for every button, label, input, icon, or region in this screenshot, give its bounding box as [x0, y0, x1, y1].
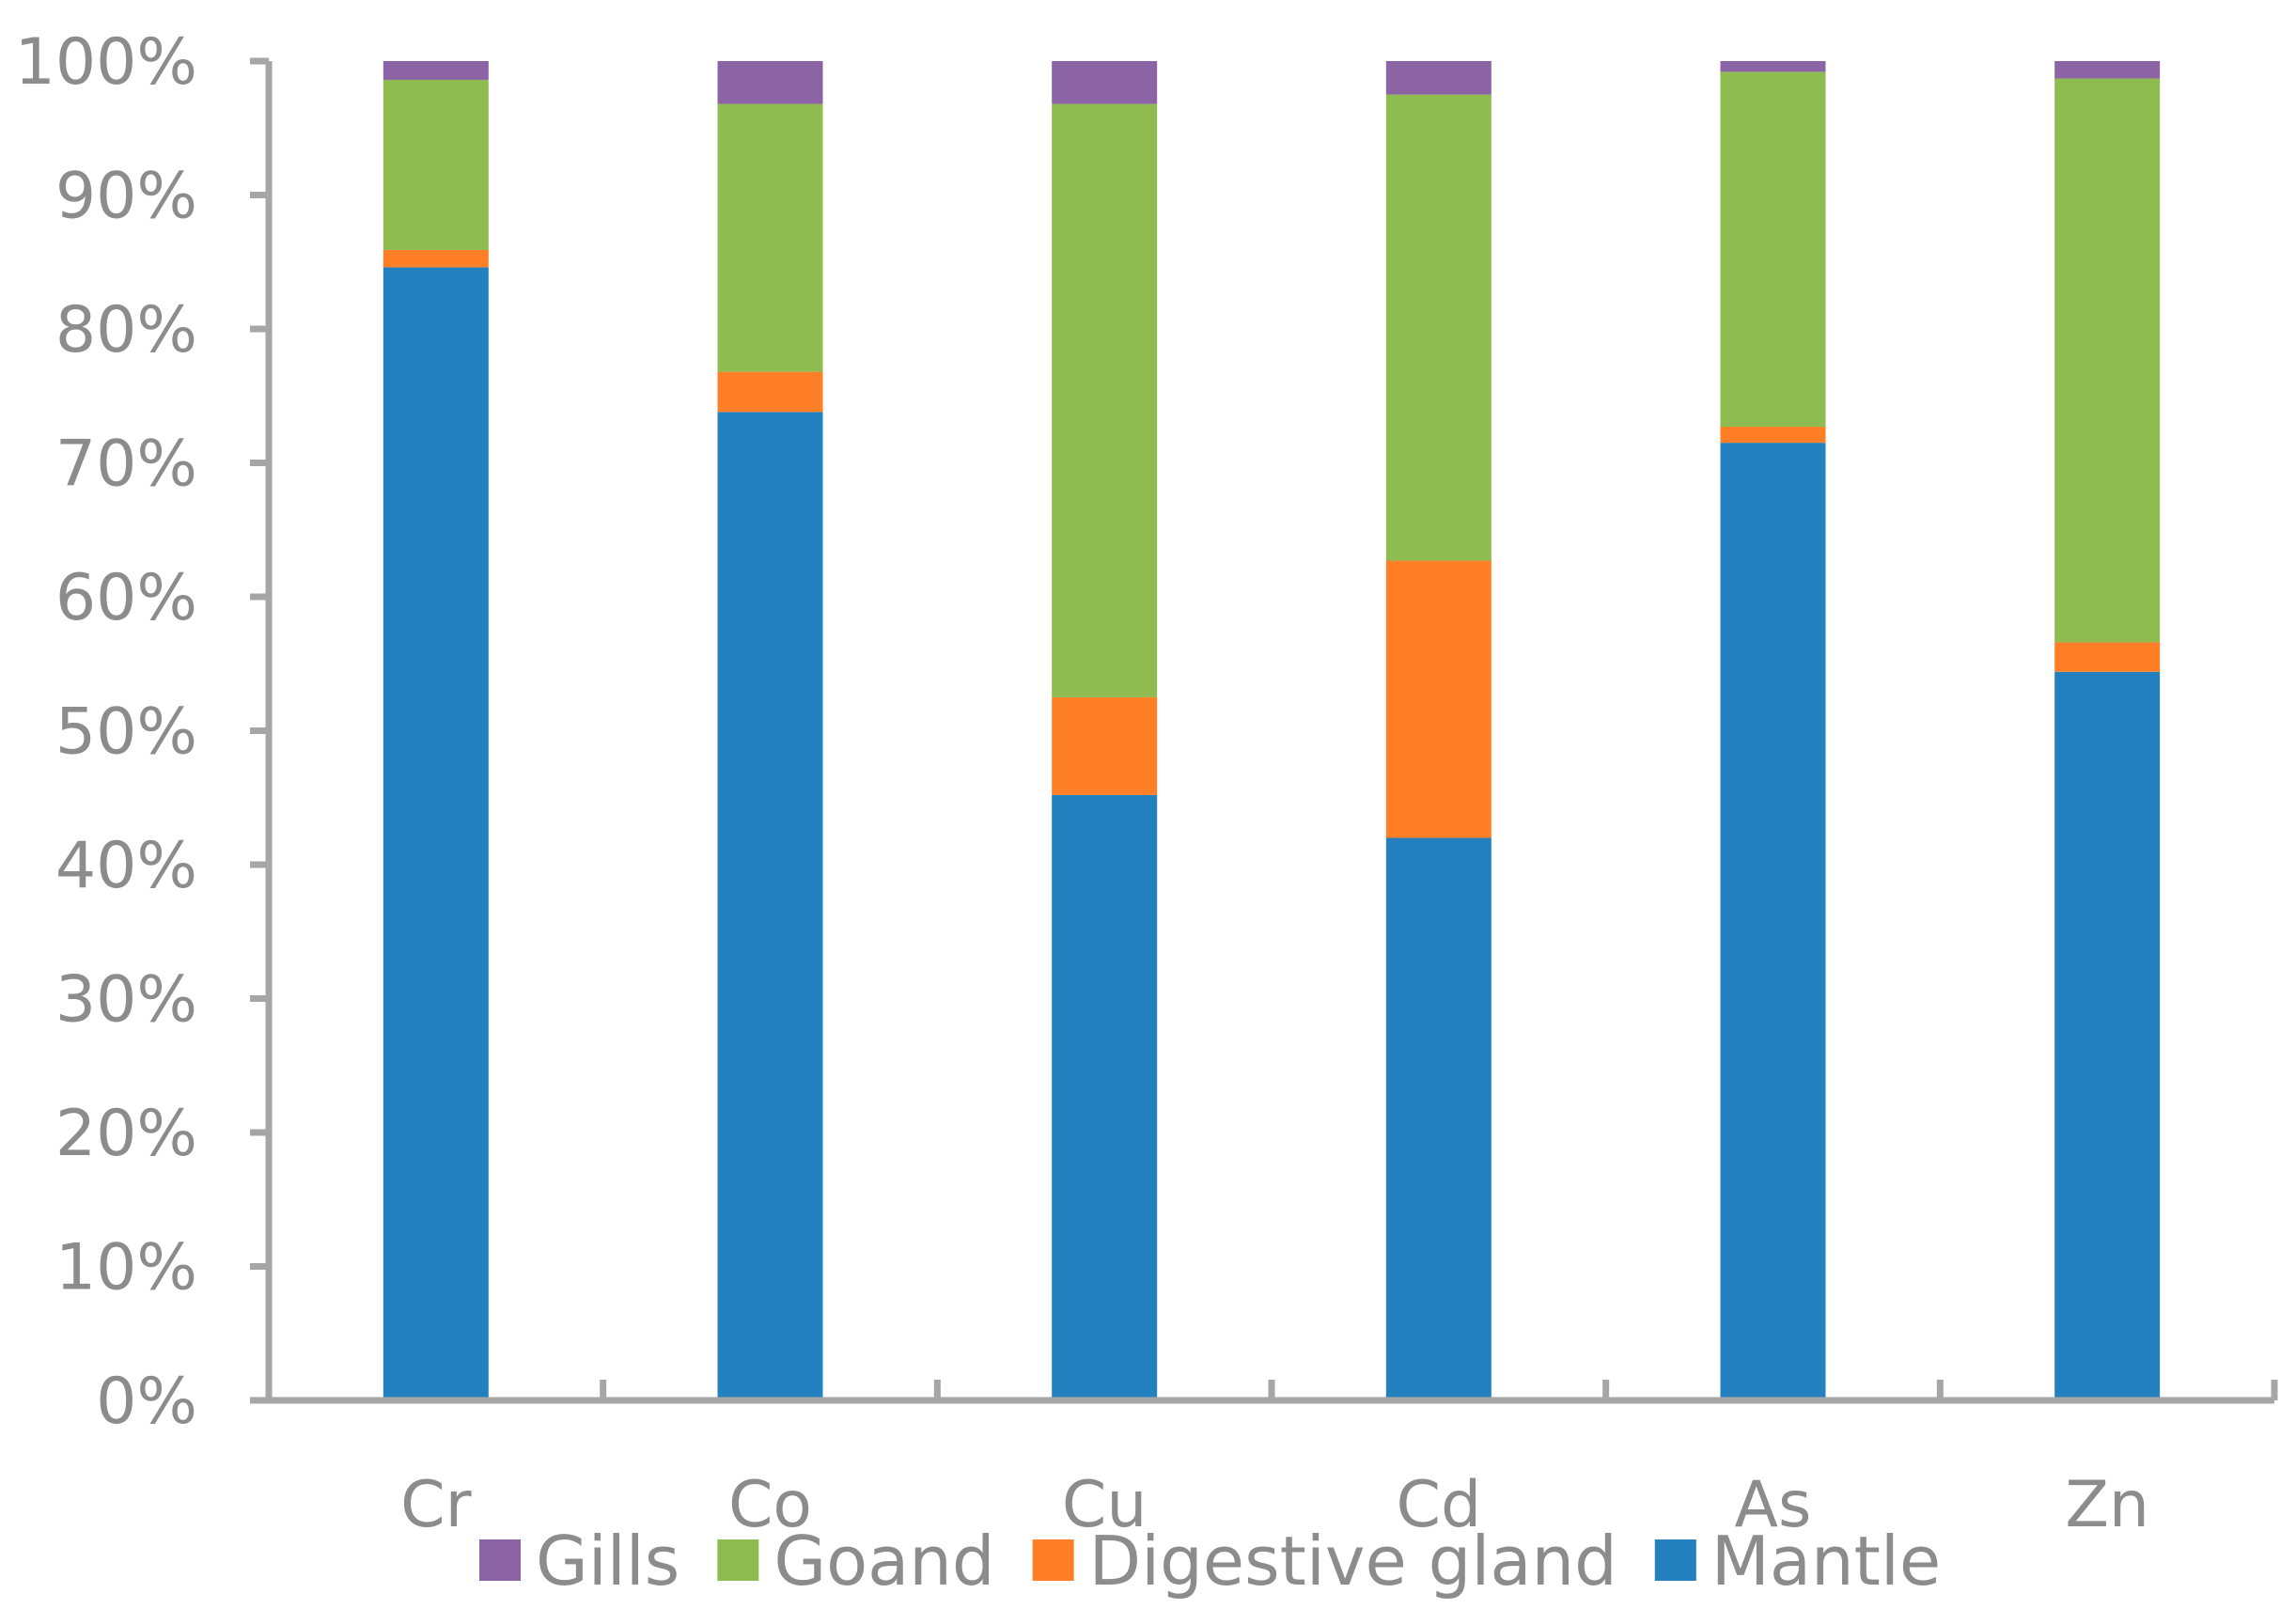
bar-goand-zn — [2054, 78, 2161, 643]
axes — [265, 61, 2278, 1404]
legend-label-goand: Goand — [773, 1522, 994, 1601]
y-tick-label: 50% — [55, 695, 197, 770]
bar-gills-cd — [1385, 61, 1492, 95]
bar-digestive-gland-cu — [1052, 696, 1158, 795]
bar-goand-co — [717, 103, 823, 372]
bar-goand-as — [1720, 71, 1826, 428]
y-tick-label: 60% — [55, 561, 197, 635]
bar-digestive-gland-zn — [2054, 642, 2161, 672]
y-tick-label: 10% — [55, 1231, 197, 1305]
x-axis: Cr Co Cu Cd As Zn — [400, 1468, 2149, 1542]
bar-goand-cu — [1052, 103, 1158, 697]
y-tick-label: 100% — [15, 25, 197, 100]
legend-swatch-digestive-gland — [1032, 1539, 1074, 1581]
legend-swatch-goand — [717, 1539, 759, 1581]
bar-mantle-cd — [1385, 837, 1492, 1400]
bar-gills-cr — [383, 61, 489, 80]
x-tick-label: Zn — [2065, 1468, 2149, 1542]
y-tick-label: 30% — [55, 963, 197, 1038]
x-tick-label: Cr — [400, 1468, 471, 1542]
bar-gills-co — [717, 61, 823, 104]
y-tick-label: 80% — [55, 293, 197, 367]
y-tick-label: 0% — [96, 1365, 197, 1439]
bar-mantle-co — [717, 412, 823, 1401]
bars — [383, 61, 2161, 1401]
bar-digestive-gland-co — [717, 371, 823, 413]
y-axis: 0% 10% 20% 30% 40% 50% 60% 70% 80% 90% 100% — [15, 25, 269, 1439]
bar-digestive-gland-cr — [383, 249, 489, 268]
y-tick-label: 20% — [55, 1097, 197, 1171]
bar-mantle-zn — [2054, 671, 2161, 1400]
bar-digestive-gland-as — [1720, 427, 1826, 444]
legend-swatch-mantle — [1654, 1539, 1696, 1581]
bar-goand-cd — [1385, 94, 1492, 561]
bar-mantle-cu — [1052, 794, 1158, 1400]
x-tick-label: As — [1735, 1468, 1812, 1542]
legend-label-digestive-gland: Digestive gland — [1089, 1522, 1617, 1601]
y-tick-label: 40% — [55, 829, 197, 903]
bar-digestive-gland-cd — [1385, 560, 1492, 838]
bar-gills-cu — [1052, 61, 1158, 104]
legend-label-mantle: Mantle — [1711, 1522, 1941, 1601]
x-tick-label: Cd — [1397, 1468, 1482, 1542]
legend: Gills Goand Digestive gland Mantle — [479, 1522, 1941, 1601]
bar-mantle-as — [1720, 443, 1826, 1400]
bar-gills-zn — [2054, 61, 2161, 79]
legend-label-gills: Gills — [536, 1522, 679, 1601]
x-tick-label: Cu — [1062, 1468, 1148, 1542]
bar-gills-as — [1720, 61, 1826, 72]
x-tick-label: Co — [728, 1468, 812, 1542]
y-tick-label: 70% — [55, 428, 197, 502]
bar-goand-cr — [383, 79, 489, 250]
bar-mantle-cr — [383, 267, 489, 1401]
y-tick-label: 90% — [55, 160, 197, 234]
legend-swatch-gills — [479, 1539, 521, 1581]
